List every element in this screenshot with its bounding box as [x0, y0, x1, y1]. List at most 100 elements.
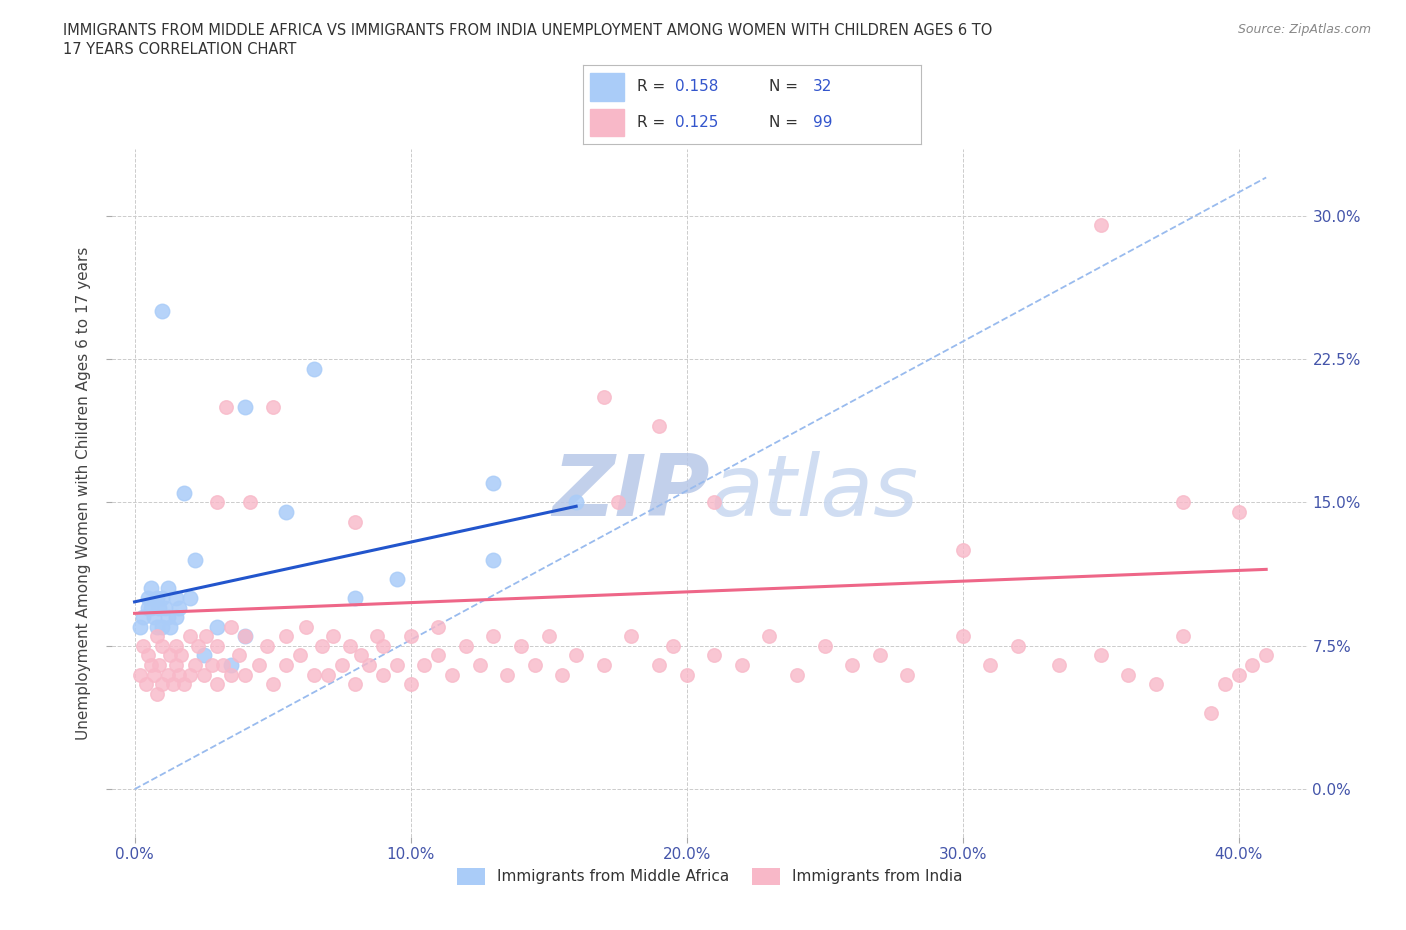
Point: [427, 619, 450, 634]
Point: [496, 667, 519, 682]
Point: [129, 619, 152, 634]
Point: [165, 638, 187, 653]
Point: [1256, 648, 1278, 663]
Point: [138, 600, 160, 615]
Point: [606, 495, 628, 510]
Point: [132, 638, 155, 653]
Point: [1116, 667, 1139, 682]
Point: [138, 591, 160, 605]
Point: [256, 638, 278, 653]
Point: [150, 638, 173, 653]
Point: [207, 638, 229, 653]
Point: [592, 658, 614, 672]
Point: [193, 648, 215, 663]
Point: [510, 638, 533, 653]
Text: 32: 32: [813, 79, 832, 94]
Text: atlas: atlas: [710, 451, 918, 535]
Point: [385, 571, 408, 587]
Point: [145, 629, 167, 644]
Point: [179, 629, 201, 644]
Point: [330, 658, 353, 672]
Point: [148, 658, 170, 672]
Point: [167, 600, 190, 615]
Point: [620, 629, 643, 644]
Point: [184, 552, 207, 567]
Point: [156, 581, 179, 596]
Point: [150, 304, 173, 319]
Point: [156, 610, 179, 625]
Point: [813, 638, 835, 653]
Point: [173, 677, 195, 692]
Point: [207, 495, 229, 510]
Point: [537, 629, 560, 644]
Point: [294, 619, 316, 634]
Point: [233, 629, 256, 644]
Point: [207, 619, 229, 634]
Point: [145, 619, 167, 634]
Point: [233, 667, 256, 682]
Point: [385, 658, 408, 672]
Point: [262, 677, 284, 692]
Point: [896, 667, 918, 682]
Text: 0.125: 0.125: [675, 115, 718, 130]
Point: [316, 667, 339, 682]
Point: [339, 638, 361, 653]
Point: [165, 610, 187, 625]
Point: [173, 485, 195, 500]
Point: [276, 505, 298, 520]
Point: [262, 400, 284, 415]
Point: [139, 600, 162, 615]
Point: [350, 648, 373, 663]
Point: [1173, 629, 1195, 644]
Text: IMMIGRANTS FROM MIDDLE AFRICA VS IMMIGRANTS FROM INDIA UNEMPLOYMENT AMONG WOMEN : IMMIGRANTS FROM MIDDLE AFRICA VS IMMIGRA…: [63, 23, 993, 38]
Point: [302, 361, 325, 376]
Point: [952, 629, 974, 644]
Point: [139, 581, 162, 596]
Point: [869, 648, 891, 663]
Text: R =: R =: [637, 79, 671, 94]
Point: [1227, 505, 1250, 520]
Text: Source: ZipAtlas.com: Source: ZipAtlas.com: [1237, 23, 1371, 36]
Point: [703, 495, 725, 510]
Point: [482, 552, 505, 567]
Point: [1199, 705, 1222, 720]
Point: [170, 648, 193, 663]
Point: [187, 638, 209, 653]
Point: [551, 667, 574, 682]
Point: [142, 667, 165, 682]
Text: 0.158: 0.158: [675, 79, 718, 94]
Point: [159, 619, 181, 634]
Point: [1227, 667, 1250, 682]
Point: [165, 591, 187, 605]
Point: [1241, 658, 1264, 672]
Point: [758, 629, 780, 644]
Point: [276, 658, 298, 672]
Point: [214, 400, 236, 415]
Point: [165, 658, 187, 672]
Point: [841, 658, 863, 672]
Point: [219, 658, 242, 672]
Point: [228, 648, 250, 663]
Text: 99: 99: [813, 115, 832, 130]
Point: [129, 667, 152, 682]
Point: [427, 648, 450, 663]
Point: [212, 658, 235, 672]
Point: [366, 629, 388, 644]
Point: [135, 677, 157, 692]
Point: [148, 600, 170, 615]
Point: [1090, 218, 1112, 232]
Point: [150, 619, 173, 634]
Point: [454, 638, 477, 653]
Point: [565, 648, 588, 663]
Point: [162, 677, 184, 692]
Point: [648, 658, 671, 672]
Point: [322, 629, 344, 644]
Point: [1173, 495, 1195, 510]
Point: [399, 677, 422, 692]
Point: [661, 638, 683, 653]
Point: [167, 667, 190, 682]
Point: [179, 667, 201, 682]
Point: [344, 514, 367, 529]
Point: [288, 648, 311, 663]
Point: [565, 495, 588, 510]
